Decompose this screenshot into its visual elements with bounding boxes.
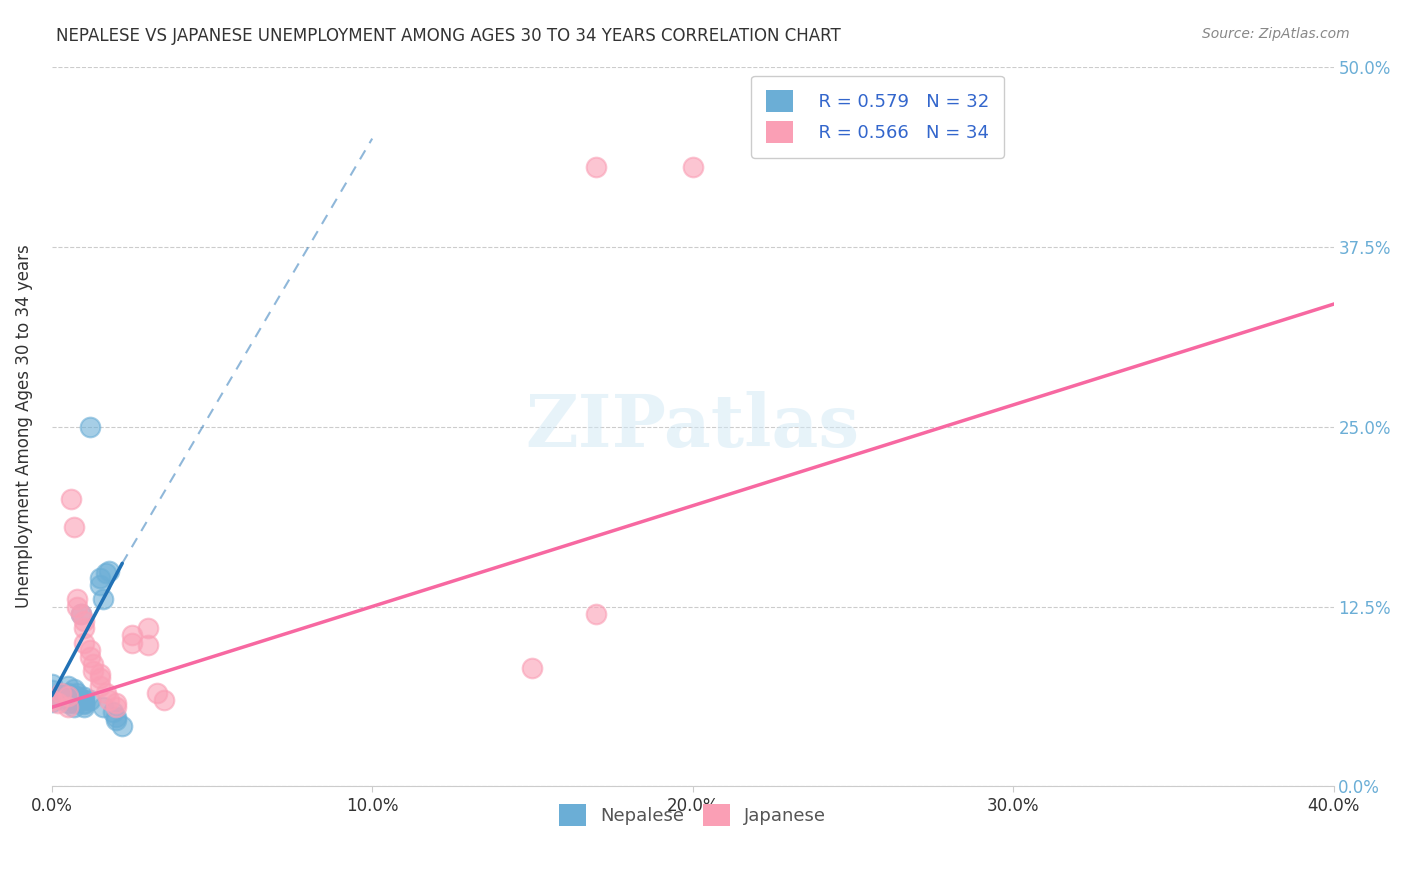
Point [79, 693, 101, 707]
Point [63, 520, 86, 534]
Point [63, 681, 86, 696]
Point [46, 696, 69, 710]
Point [56, 679, 79, 693]
Point [56, 696, 79, 710]
Point [104, 700, 127, 714]
Point [96, 686, 118, 700]
Point [98, 693, 121, 707]
Point [56, 686, 79, 700]
Point [98, 564, 121, 578]
Point [136, 639, 159, 653]
Point [121, 628, 143, 642]
Point [111, 719, 134, 733]
Point [41, 683, 63, 698]
Point [101, 705, 124, 719]
Point [41, 677, 63, 691]
Point [51, 686, 73, 700]
Point [73, 696, 96, 710]
Point [56, 689, 79, 703]
Point [56, 689, 79, 703]
Y-axis label: Unemployment Among Ages 30 to 34 years: Unemployment Among Ages 30 to 34 years [15, 244, 32, 608]
Point [104, 696, 127, 710]
Point [121, 635, 143, 649]
Point [522, 661, 544, 675]
Point [69, 607, 91, 621]
Point [73, 621, 96, 635]
Point [146, 686, 169, 700]
Point [41, 690, 63, 705]
Point [41, 694, 63, 708]
Point [89, 578, 111, 592]
Point [89, 571, 111, 585]
Point [66, 686, 89, 700]
Point [136, 621, 159, 635]
Point [82, 665, 104, 679]
Point [89, 667, 111, 681]
Point [63, 700, 86, 714]
Point [56, 700, 79, 714]
Point [96, 566, 118, 581]
Point [73, 635, 96, 649]
Point [56, 693, 79, 707]
Point [585, 607, 607, 621]
Point [153, 693, 176, 707]
Point [91, 592, 114, 607]
Point [63, 696, 86, 710]
Point [66, 599, 89, 614]
Point [59, 491, 82, 506]
Legend: Nepalese, Japanese: Nepalese, Japanese [550, 795, 835, 835]
Point [41, 693, 63, 707]
Point [682, 161, 704, 175]
Text: ZIPatlas: ZIPatlas [526, 391, 859, 462]
Point [91, 700, 114, 714]
Point [79, 642, 101, 657]
Point [73, 690, 96, 705]
Point [585, 161, 607, 175]
Point [73, 614, 96, 628]
Point [66, 592, 89, 607]
Point [104, 710, 127, 724]
Point [104, 713, 127, 727]
Point [73, 698, 96, 712]
Point [73, 700, 96, 714]
Point [66, 689, 89, 703]
Point [79, 649, 101, 664]
Point [73, 693, 96, 707]
Point [82, 657, 104, 672]
Text: Source: ZipAtlas.com: Source: ZipAtlas.com [1202, 27, 1350, 41]
Text: NEPALESE VS JAPANESE UNEMPLOYMENT AMONG AGES 30 TO 34 YEARS CORRELATION CHART: NEPALESE VS JAPANESE UNEMPLOYMENT AMONG … [56, 27, 841, 45]
Point [69, 607, 91, 621]
Point [79, 419, 101, 434]
Point [89, 672, 111, 686]
Point [89, 679, 111, 693]
